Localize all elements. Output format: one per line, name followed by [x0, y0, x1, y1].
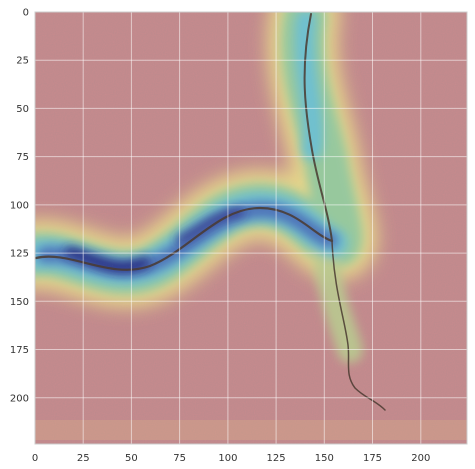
x-tick-label: 175	[363, 453, 382, 464]
x-tick-label: 0	[32, 453, 38, 464]
x-tick-label: 125	[267, 453, 286, 464]
y-tick-label: 50	[16, 104, 29, 115]
y-tick-label: 150	[10, 297, 29, 308]
grid	[35, 12, 467, 444]
x-axis-ticks: 0 25 50 75 100 125 150 175 200	[32, 453, 431, 464]
y-tick-label: 175	[10, 345, 29, 356]
y-tick-label: 25	[16, 56, 29, 67]
y-tick-label: 100	[10, 200, 29, 211]
y-axis-ticks: 0 25 50 75 100 125 150 175 200	[10, 8, 29, 405]
plot-area	[35, 12, 467, 444]
y-tick-label: 75	[16, 152, 29, 163]
y-tick-label: 125	[10, 249, 29, 260]
x-tick-label: 25	[77, 453, 90, 464]
x-tick-label: 50	[125, 453, 138, 464]
x-tick-label: 100	[218, 453, 237, 464]
y-tick-label: 200	[10, 393, 29, 404]
bottom-band	[35, 420, 467, 440]
y-tick-label: 0	[23, 8, 29, 19]
x-tick-label: 75	[173, 453, 186, 464]
x-tick-label: 200	[411, 453, 430, 464]
x-tick-label: 150	[315, 453, 334, 464]
plot-frame	[34, 11, 468, 445]
